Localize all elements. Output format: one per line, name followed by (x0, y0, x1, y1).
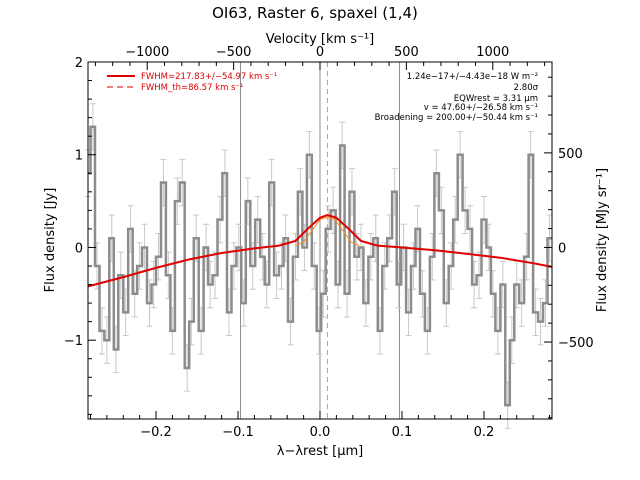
significance-annotation: 2.80σ (514, 83, 539, 93)
top-tick-label: −500 (216, 45, 252, 60)
velocity-annotation: v = 47.60+/−26.58 km s⁻¹ (424, 103, 538, 113)
data-series (87, 125, 553, 407)
line-flux-annotation: 1.24e−17+/−4.43e−18 W m⁻² (407, 72, 538, 82)
axes: −0.2 −0.1 0.0 0.1 0.2 −1000 −500 0 500 1000 −1 0 1 2 −… (64, 45, 594, 440)
legend-fwhm-th-label: FWHM_th=86.57 km s⁻¹ (141, 83, 243, 93)
y-tick-label: 2 (75, 56, 83, 71)
top-tick-label: 500 (394, 45, 419, 60)
fit-line (87, 213, 553, 288)
y-axis-label-right: Flux density [MJy sr⁻¹] (595, 168, 610, 312)
x-tick-label: −0.2 (140, 425, 172, 440)
fit-annotations: 1.24e−17+/−4.43e−18 W m⁻² 2.80σ EQWrest … (375, 72, 539, 123)
top-tick-label: −1000 (125, 45, 169, 60)
x-tick-label: −0.1 (222, 425, 254, 440)
x-tick-label: 0.1 (392, 425, 413, 440)
spectrum-line (88, 125, 552, 407)
right-tick-label: 500 (558, 147, 583, 162)
right-tick-label: −500 (558, 336, 594, 351)
legend-fwhm-label: FWHM=217.83+/−54.97 km s⁻¹ (141, 72, 277, 82)
eqw-annotation: EQWrest = 3.31 μm (454, 94, 538, 104)
top-tick-label: 0 (316, 45, 324, 60)
broadening-annotation: Broadening = 200.00+/−50.44 km s⁻¹ (375, 113, 538, 123)
chart-title: OI63, Raster 6, spaxel (1,4) (212, 4, 418, 22)
x-tick-label: 0.2 (474, 425, 495, 440)
y-tick-label: 0 (75, 241, 83, 256)
y-tick-label: 1 (75, 149, 83, 164)
x-axis-label: λ−λrest [μm] (277, 444, 363, 459)
top-tick-label: 1000 (476, 45, 509, 60)
legend: FWHM=217.83+/−54.97 km s⁻¹ FWHM_th=86.57… (107, 72, 277, 93)
reference-lines (239, 62, 401, 419)
top-axis-label: Velocity [km s⁻¹] (266, 32, 374, 47)
y-tick-label: −1 (64, 334, 83, 349)
right-tick-label: 0 (558, 241, 566, 256)
gaussian-component-line (295, 216, 360, 247)
y-axis-label-left: Flux density [Jy] (43, 188, 58, 293)
x-tick-label: 0.0 (310, 425, 331, 440)
